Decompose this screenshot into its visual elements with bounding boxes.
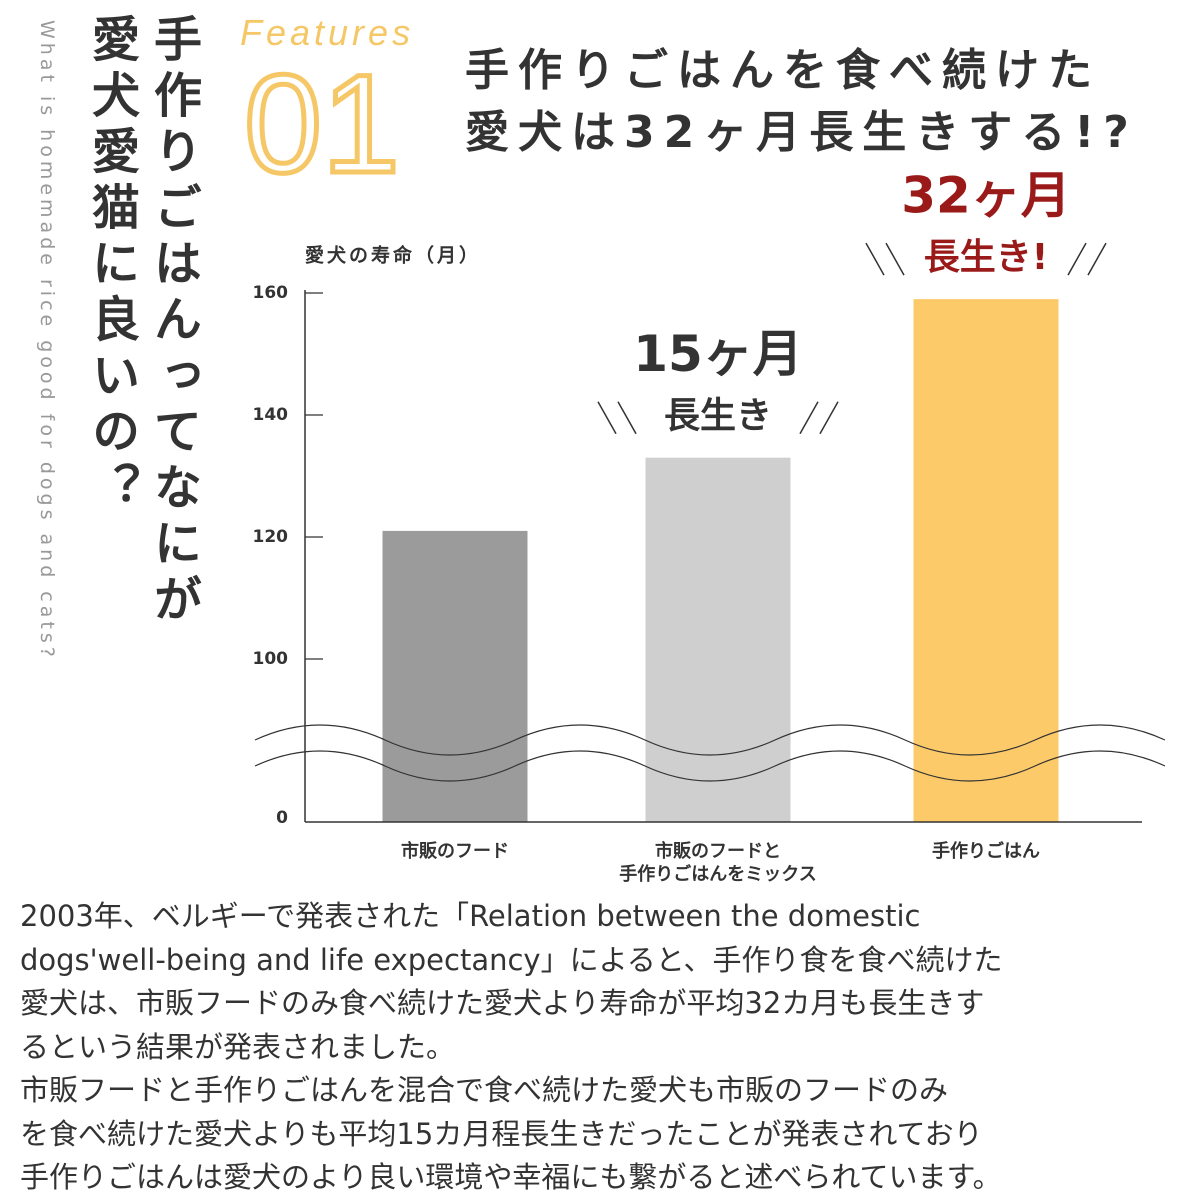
vertical-english: What is homemade rice good for dogs and … [36, 20, 58, 661]
annotation-label: 長生き [664, 396, 772, 437]
decoration [885, 242, 905, 276]
decoration [865, 242, 885, 276]
heading-line: 愛犬愛猫に良いの？ [83, 14, 139, 518]
title-line: 手作りごはんを食べ続けた [465, 45, 1101, 96]
decoration [1087, 242, 1107, 276]
y-tick-label: 140 [253, 405, 289, 425]
body-line: るという結果が発表されました。 [20, 1029, 456, 1064]
body-line: 手作りごはんは愛犬のより良い環境や幸福にも繋がると述べられています。 [20, 1160, 1002, 1194]
body-line: 愛犬は、市販フードのみ食べ続けた愛犬より寿命が平均32カ月も長生きす [20, 986, 985, 1020]
heading-line: 手作りごはんってなにが [145, 14, 201, 630]
y-tick-label: 120 [253, 527, 289, 547]
axis-break [254, 750, 1166, 782]
annotation-value: 32ヶ月 [901, 167, 1071, 225]
bar [382, 530, 528, 822]
y-tick-label: 0 [276, 808, 288, 828]
features-number: 01 [244, 45, 400, 202]
x-tick-label: 市販のフードと 手作りごはんをミックス [619, 841, 817, 885]
body-line: dogs'well-being and life expectancy」によると… [20, 942, 1003, 977]
title-line: 愛犬は32ヶ月長生きする!? [465, 107, 1138, 158]
bar [913, 299, 1059, 823]
decoration [597, 401, 617, 435]
x-tick-label: 手作りごはん [932, 841, 1040, 862]
body-line: 2003年、ベルギーで発表された「Relation between the do… [20, 899, 921, 933]
y-tick-label: 160 [253, 283, 289, 303]
decoration [819, 401, 839, 435]
features-label: Features [240, 12, 415, 53]
decoration [1067, 242, 1087, 276]
annotation-label: 長生き! [924, 237, 1048, 278]
y-tick-label: 100 [253, 649, 289, 669]
bar [645, 457, 791, 822]
decoration [617, 401, 637, 435]
y-axis-label: 愛犬の寿命（月） [305, 244, 481, 267]
annotation-value: 15ヶ月 [633, 325, 803, 383]
decoration [799, 401, 819, 435]
axis-break [254, 724, 1166, 756]
body-line: を食べ続けた愛犬よりも平均15カ月程長生きだったことが発表されており [20, 1116, 983, 1151]
body-line: 市販フードと手作りごはんを混合で食べ続けた愛犬も市販のフードのみ [20, 1073, 949, 1107]
title: 手作りごはんを食べ続けた 愛犬は32ヶ月長生きする!? [465, 40, 1138, 164]
vertical-heading: 手作りごはんってなにが 愛犬愛猫に良いの？ [80, 14, 204, 630]
body-text: 2003年、ベルギーで発表された「Relation between the do… [20, 895, 1003, 1200]
x-tick-label: 市販のフード [401, 841, 509, 862]
